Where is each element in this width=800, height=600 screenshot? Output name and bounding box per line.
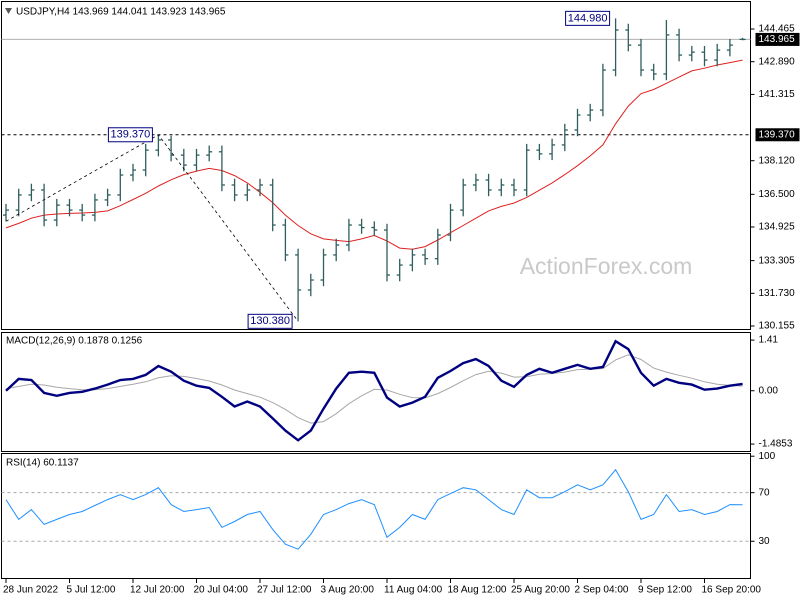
x-tick-label: 25 Aug 20:00	[511, 585, 570, 596]
rsi-panel-frame	[1, 453, 751, 579]
panel-title: USDJPY,H4 143.969 144.041 143.923 143.96…	[16, 7, 226, 18]
annotation-box	[107, 127, 153, 143]
annotation-label: 130.380	[250, 315, 290, 327]
y-tick-label: 133.305	[759, 255, 796, 266]
y-tick-label: 138.120	[759, 155, 796, 166]
y-tick-label: 136.500	[759, 189, 796, 200]
indicator-line	[5, 354, 743, 424]
y-tick-label: 142.890	[759, 56, 796, 67]
trend-line	[5, 134, 299, 322]
x-tick-label: 2 Sep 04:00	[575, 585, 629, 596]
x-tick-label: 3 Aug 20:00	[321, 585, 375, 596]
annotation-label: 144.980	[568, 12, 608, 24]
main-panel-frame	[1, 1, 751, 330]
x-tick-label: 9 Sep 12:00	[638, 585, 692, 596]
annotation-box	[247, 313, 293, 329]
x-tick-label: 18 Aug 12:00	[448, 585, 507, 596]
macd-panel-frame	[1, 332, 751, 452]
y-tick-label: 144.465	[759, 24, 796, 35]
y-tick-label: 100	[759, 451, 776, 462]
level-box	[755, 128, 800, 142]
level-box-label: 139.370	[759, 129, 796, 140]
plot-layer: USDJPY,H4 143.969 144.041 143.923 143.96…	[1, 7, 800, 596]
y-tick-label: 1.41	[759, 335, 779, 346]
x-tick-label: 11 Aug 04:00	[384, 585, 443, 596]
y-tick-label: 0.00	[759, 385, 779, 396]
x-tick-label: 27 Jul 12:00	[257, 585, 312, 596]
y-tick-label: 134.925	[759, 222, 796, 233]
x-tick-label: 5 Jul 12:00	[67, 585, 116, 596]
annotation-box	[565, 10, 611, 26]
x-tick-label: 20 Jul 04:00	[194, 585, 249, 596]
panel-title: RSI(14) 60.1137	[6, 458, 79, 469]
y-tick-label: 141.315	[759, 89, 796, 100]
y-tick-label: 30	[759, 536, 771, 547]
x-tick-label: 16 Sep 20:00	[702, 585, 762, 596]
annotation-label: 139.370	[111, 129, 151, 141]
panel-title: MACD(12,26,9) 0.1878 0.1256	[6, 336, 143, 347]
y-tick-label: 131.730	[759, 288, 796, 299]
indicator-line	[5, 468, 743, 550]
indicator-line	[5, 339, 743, 442]
y-tick-label: 70	[759, 487, 771, 498]
x-tick-label: 12 Jul 20:00	[130, 585, 185, 596]
watermark: ActionForex.com	[520, 253, 693, 279]
y-tick-label: 130.155	[759, 321, 796, 332]
symbol-icon	[5, 8, 12, 14]
last-price-box	[755, 32, 800, 46]
last-price-box-label: 143.965	[759, 34, 796, 45]
x-tick-label: 28 Jun 2022	[3, 585, 58, 596]
y-tick-label: -1.4853	[759, 439, 793, 450]
